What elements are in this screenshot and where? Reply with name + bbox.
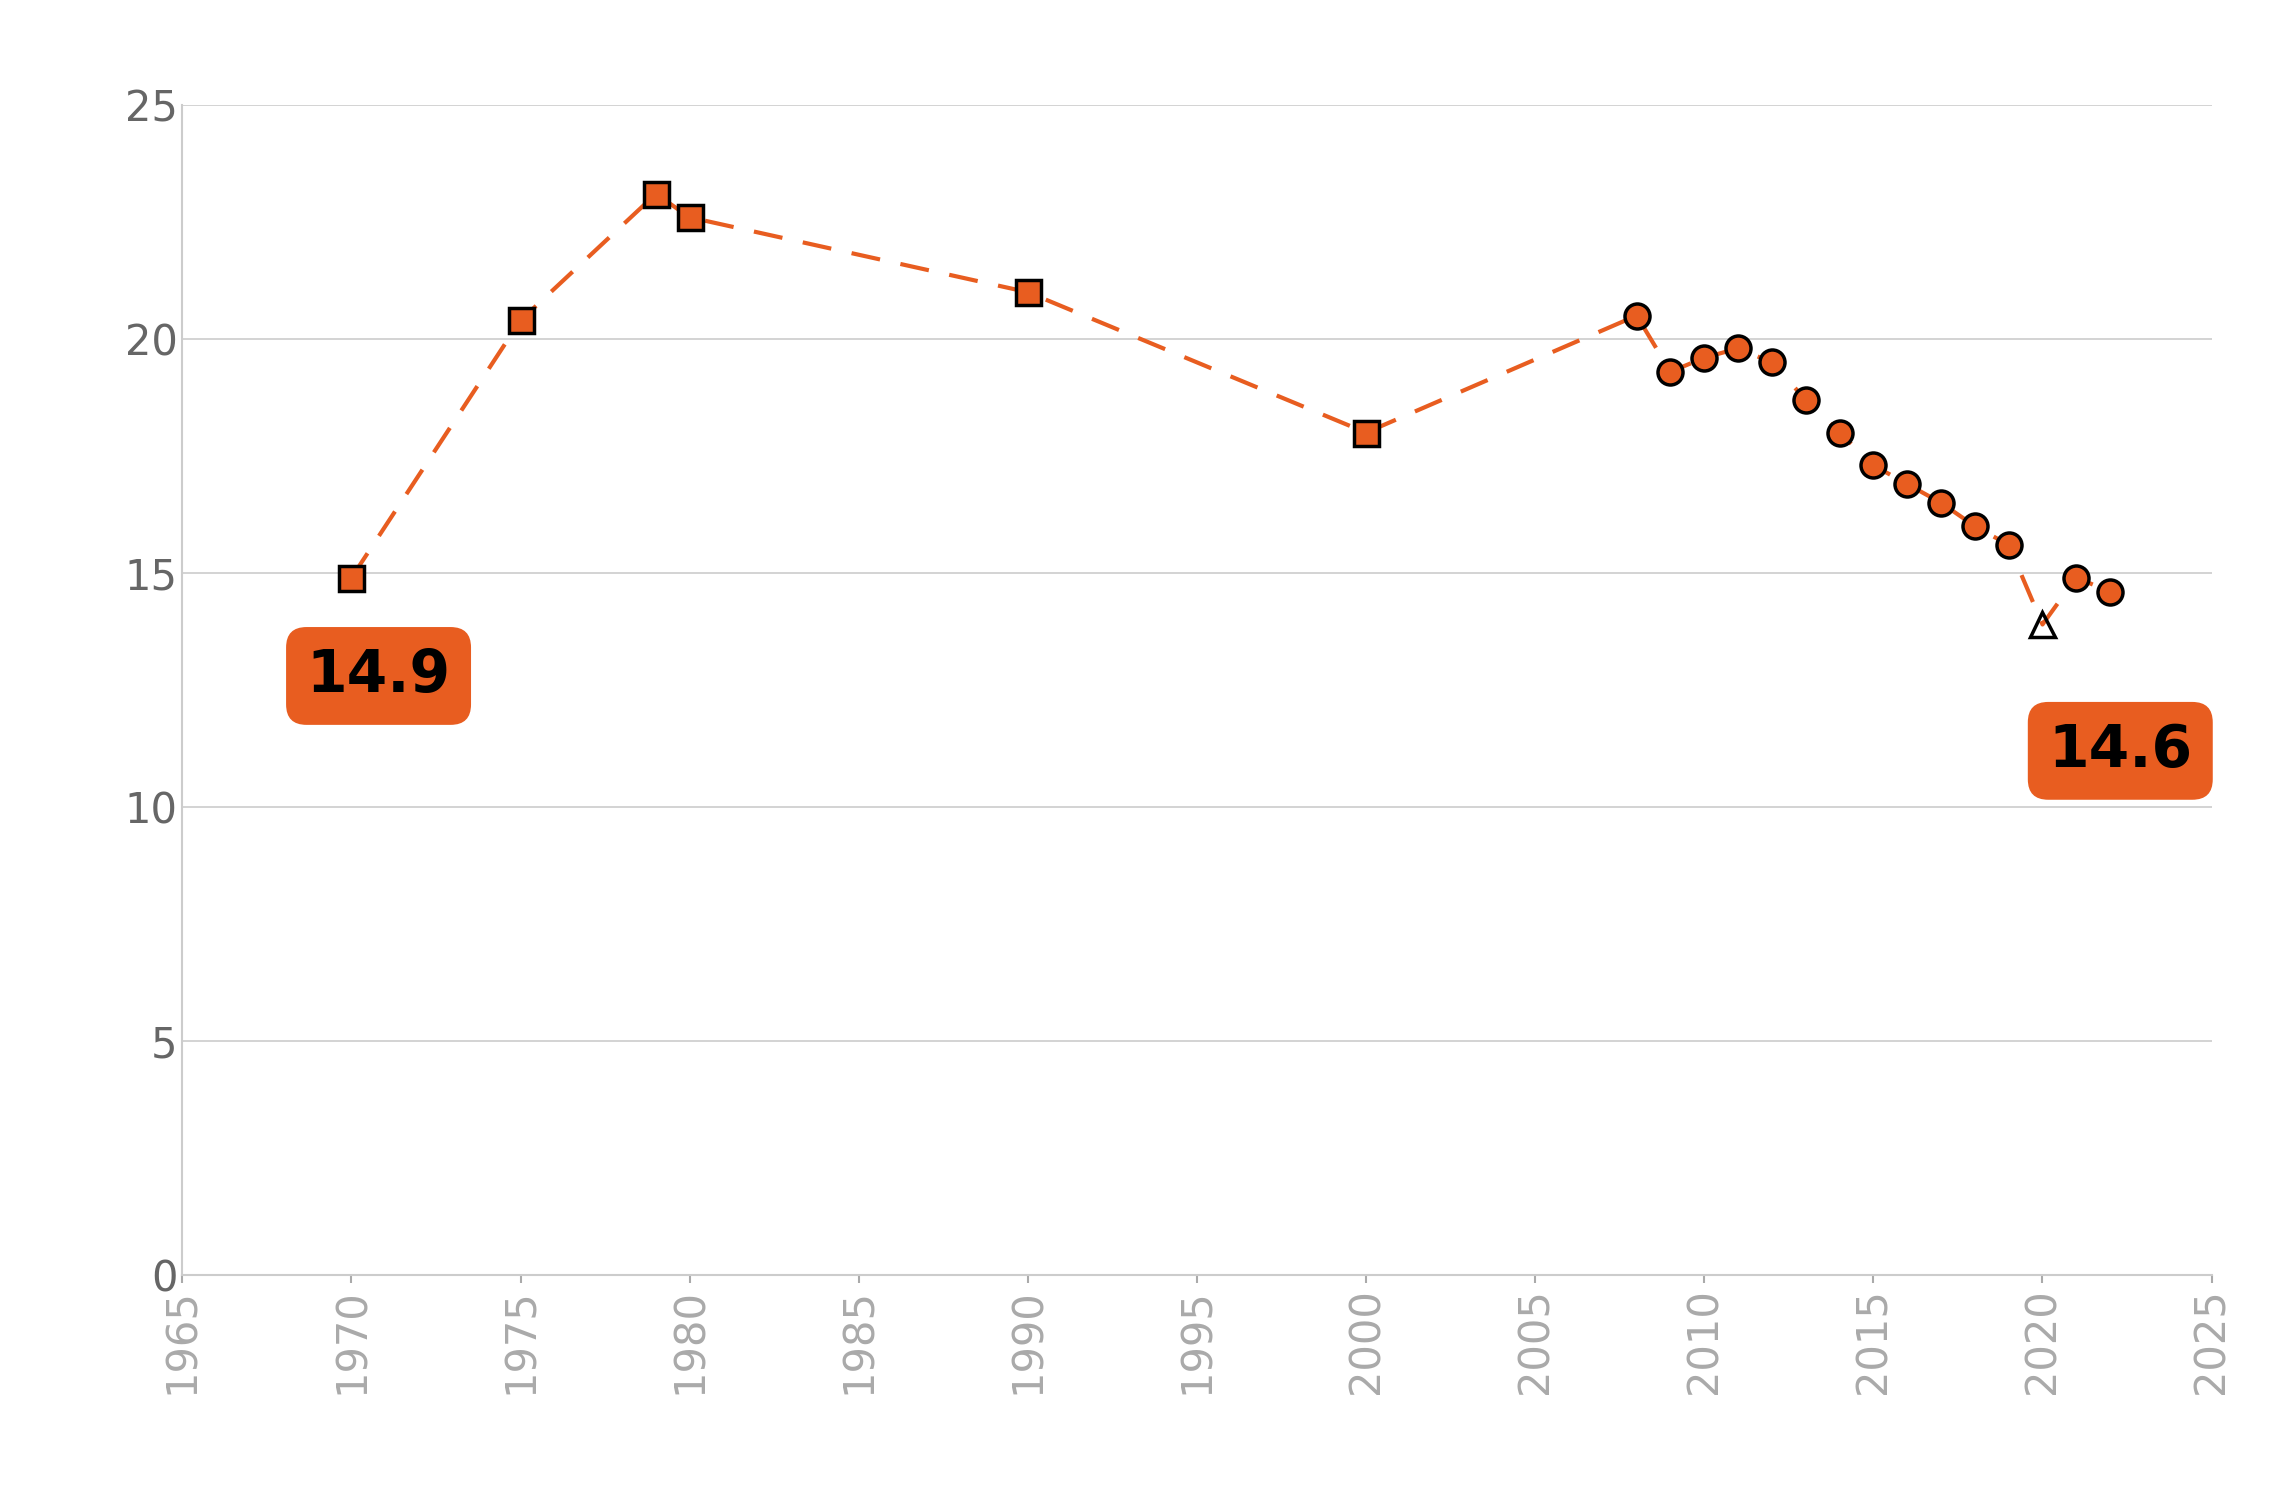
Text: 14.9: 14.9 bbox=[306, 648, 451, 705]
Text: 14.6: 14.6 bbox=[2047, 723, 2193, 780]
